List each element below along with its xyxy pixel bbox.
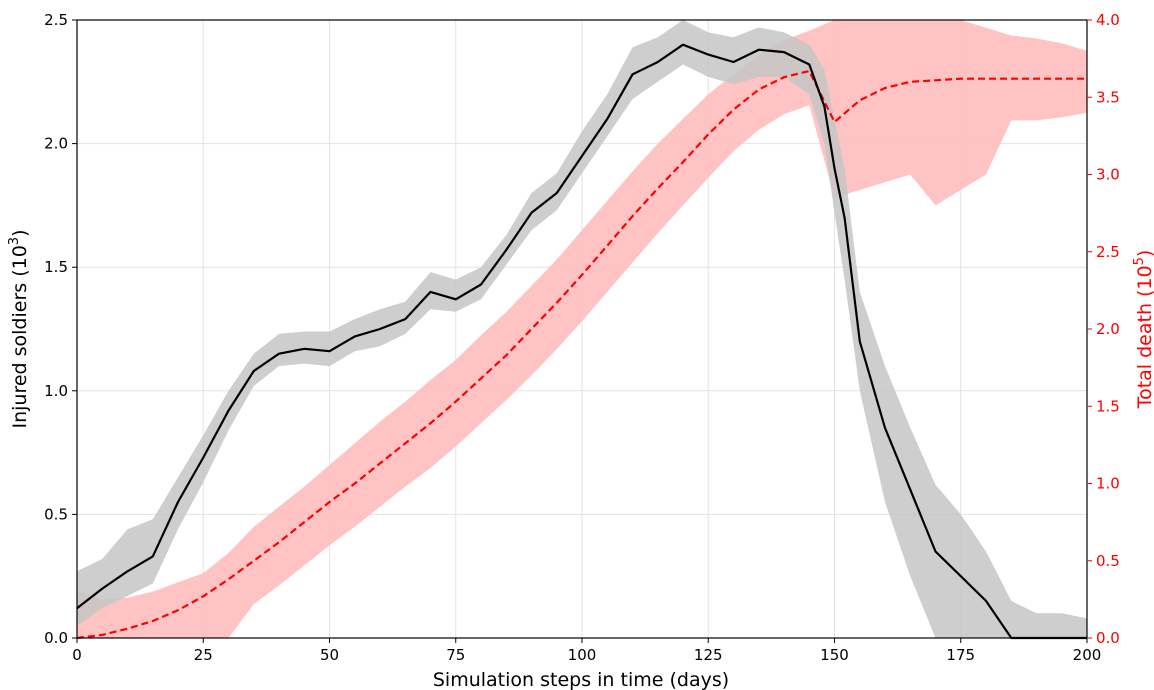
left-tick-label: 2.0 [44, 135, 68, 153]
right-tick-label: 2.0 [1096, 320, 1120, 338]
injured-line [76, 43, 1087, 640]
series-lines [76, 43, 1087, 640]
right-tick-label: 1.5 [1096, 397, 1120, 415]
left-axis-label-exponent: 3 [7, 237, 22, 245]
left-axis-ticks: 0.0 0.5 1.0 1.5 2.0 2.5 [44, 11, 77, 647]
right-axis-label-text: Total death (10 [1134, 265, 1154, 409]
x-tick-label: 50 [320, 646, 339, 664]
x-tick-label: 175 [946, 646, 975, 664]
x-tick-label: 125 [694, 646, 723, 664]
x-tick-label: 100 [568, 646, 597, 664]
right-tick-label: 2.5 [1096, 243, 1120, 261]
right-axis-label: Total death (105) [1132, 250, 1154, 410]
left-axis-label-tail: ) [9, 229, 31, 236]
x-tick-label: 75 [446, 646, 465, 664]
x-tick-label: 150 [820, 646, 849, 664]
left-tick-label: 1.0 [44, 382, 68, 400]
x-axis-ticks: 0 25 50 75 100 125 150 175 200 [72, 638, 1101, 664]
x-tick-label: 25 [194, 646, 213, 664]
right-axis-ticks: 0.0 0.5 1.0 1.5 2.0 2.5 3.0 3.5 4.0 [1087, 11, 1120, 647]
right-tick-label: 3.5 [1096, 88, 1120, 106]
x-tick-label: 200 [1073, 646, 1102, 664]
right-tick-label: 4.0 [1096, 11, 1120, 29]
right-axis-label-tail: ) [1134, 250, 1154, 257]
left-tick-label: 0.0 [44, 629, 68, 647]
left-axis-label: Injured soldiers (103) [7, 229, 31, 428]
right-tick-label: 1.0 [1096, 475, 1120, 493]
right-axis-label-exponent: 5 [1132, 257, 1147, 265]
left-axis-label-text: Injured soldiers (10 [9, 245, 31, 428]
right-tick-label: 0.0 [1096, 629, 1120, 647]
injured-band [77, 20, 1087, 638]
x-tick-label: 0 [72, 646, 82, 664]
x-axis-label: Simulation steps in time (days) [433, 669, 729, 690]
left-tick-label: 1.5 [44, 258, 68, 276]
death-line [76, 69, 1087, 640]
right-tick-label: 3.0 [1096, 166, 1120, 184]
confidence-bands [77, 20, 1087, 638]
left-tick-label: 2.5 [44, 11, 68, 29]
right-tick-label: 0.5 [1096, 552, 1120, 570]
left-tick-label: 0.5 [44, 505, 68, 523]
